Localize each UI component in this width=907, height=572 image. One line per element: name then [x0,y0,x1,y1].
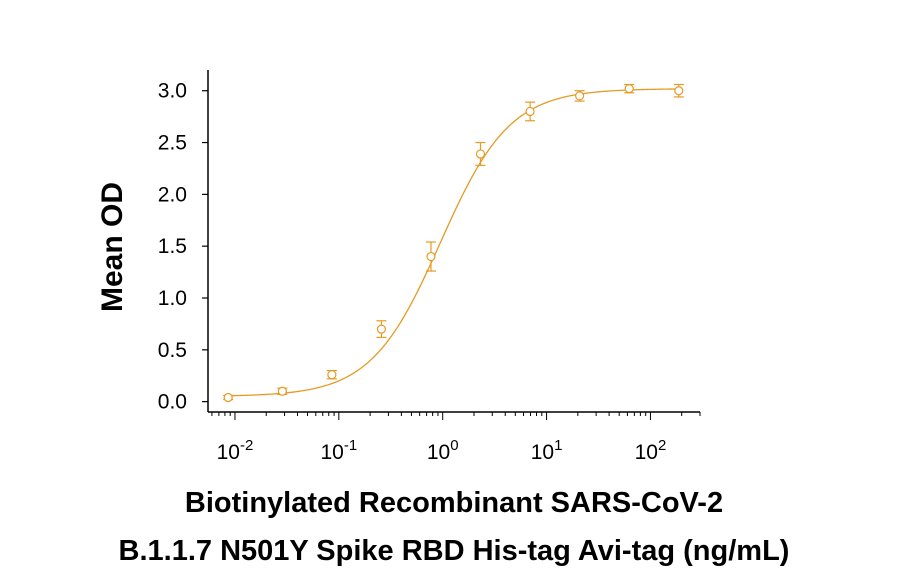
y-tick-label: 2.5 [158,132,187,155]
point-marker [277,386,287,396]
data-point [223,392,234,403]
point-marker [475,149,486,159]
point-marker [327,370,337,380]
x-axis-ticks: 10-2 10-1 100 101 102 [211,412,701,464]
x-tick-label: 10-2 [217,437,254,464]
point-marker [624,84,634,94]
point-marker [674,86,684,96]
data-point [624,83,635,94]
axes: 0.0 0.5 1.0 1.5 2.0 2.5 3.0 10-2 10-1 100 101 102 [158,70,701,464]
data-point [525,101,536,122]
data-point [475,141,486,166]
data-point [574,90,585,102]
x-tick-label: 101 [531,437,563,464]
x-tick-label: 10-1 [320,437,357,464]
point-marker [575,91,585,101]
y-tick-label: 2.0 [158,183,187,206]
fit-curve [228,88,679,397]
y-tick-label: 0.5 [158,339,187,362]
data-point [376,320,387,338]
point-marker [376,324,387,334]
x-axis-title-line-2: B.1.1.7 N501Y Spike RBD His-tag Avi-tag … [119,535,790,567]
x-axis-title-line-1: Biotinylated Recombinant SARS-CoV-2 [185,487,723,519]
y-tick-label: 1.0 [158,287,187,310]
y-tick-label: 1.5 [158,235,187,258]
data-point [326,369,337,380]
y-axis-title: Mean OD [96,182,129,312]
point-marker [525,106,535,117]
point-marker [426,251,436,262]
y-axis-ticks: 0.0 0.5 1.0 1.5 2.0 2.5 3.0 [158,80,208,414]
y-tick-label: 0.0 [158,391,187,414]
y-tick-label: 3.0 [158,80,187,103]
point-marker [223,392,233,403]
data-point [277,386,288,396]
data-point [425,241,436,272]
x-tick-label: 102 [635,437,667,464]
data-point [673,83,684,98]
x-tick-label: 100 [427,437,459,464]
data-points [223,83,684,403]
